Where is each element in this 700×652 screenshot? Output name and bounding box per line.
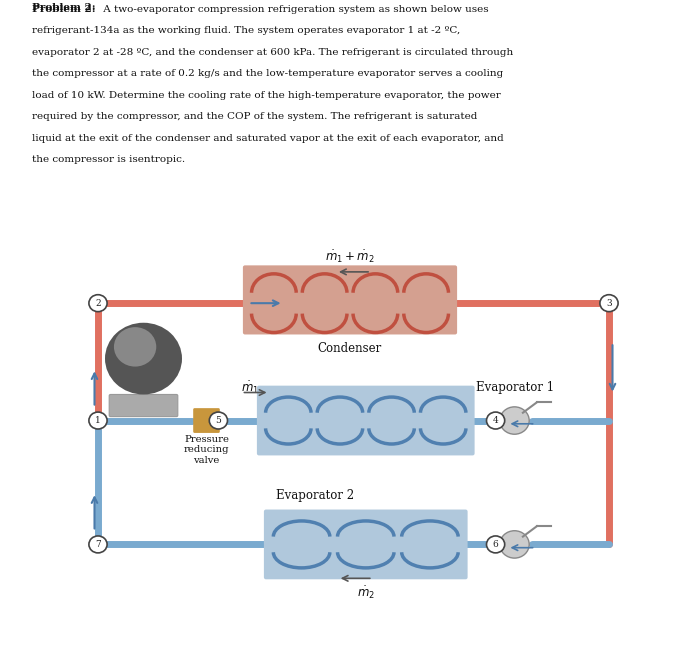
Text: the compressor at a rate of 0.2 kg/s and the low-temperature evaporator serves a: the compressor at a rate of 0.2 kg/s and… (32, 69, 503, 78)
Circle shape (105, 323, 182, 394)
Text: load of 10 kW. Determine the cooling rate of the high-temperature evaporator, th: load of 10 kW. Determine the cooling rat… (32, 91, 500, 100)
FancyBboxPatch shape (109, 394, 178, 417)
Text: 1: 1 (95, 416, 101, 425)
Circle shape (600, 295, 618, 312)
Circle shape (114, 327, 156, 366)
Text: required by the compressor, and the COP of the system. The refrigerant is satura: required by the compressor, and the COP … (32, 112, 477, 121)
Circle shape (89, 536, 107, 553)
Text: the compressor is isentropic.: the compressor is isentropic. (32, 155, 185, 164)
Text: 5: 5 (216, 416, 221, 425)
FancyBboxPatch shape (243, 265, 457, 334)
Text: Condenser: Condenser (318, 342, 382, 355)
Text: refrigerant-134a as the working fluid. The system operates evaporator 1 at -2 ºC: refrigerant-134a as the working fluid. T… (32, 26, 460, 35)
Circle shape (486, 536, 505, 553)
Text: 2: 2 (95, 299, 101, 308)
Text: 7: 7 (95, 540, 101, 549)
Text: Evaporator 2: Evaporator 2 (276, 490, 355, 502)
Circle shape (486, 412, 505, 429)
Circle shape (500, 531, 529, 558)
FancyBboxPatch shape (257, 386, 475, 455)
FancyBboxPatch shape (193, 408, 220, 433)
Circle shape (89, 412, 107, 429)
Text: Pressure
reducing
valve: Pressure reducing valve (183, 435, 230, 465)
Text: A two-evaporator compression refrigeration system as shown below uses: A two-evaporator compression refrigerati… (100, 5, 489, 14)
Circle shape (209, 412, 228, 429)
Text: liquid at the exit of the condenser and saturated vapor at the exit of each evap: liquid at the exit of the condenser and … (32, 134, 503, 143)
FancyBboxPatch shape (264, 510, 468, 580)
Text: Problem 2:: Problem 2: (32, 3, 95, 12)
Circle shape (89, 295, 107, 312)
Text: Evaporator 1: Evaporator 1 (476, 381, 554, 394)
Text: $\dot{m}_1 + \dot{m}_2$: $\dot{m}_1 + \dot{m}_2$ (326, 249, 374, 265)
Text: $\dot{m}_2$: $\dot{m}_2$ (357, 585, 374, 601)
Text: $\dot{m}_1$: $\dot{m}_1$ (241, 379, 259, 396)
Text: 4: 4 (493, 416, 498, 425)
Circle shape (500, 407, 529, 434)
Text: 6: 6 (493, 540, 498, 549)
Text: Problem 2:: Problem 2: (32, 5, 95, 14)
Text: evaporator 2 at -28 ºC, and the condenser at 600 kPa. The refrigerant is circula: evaporator 2 at -28 ºC, and the condense… (32, 48, 512, 57)
Text: 3: 3 (606, 299, 612, 308)
